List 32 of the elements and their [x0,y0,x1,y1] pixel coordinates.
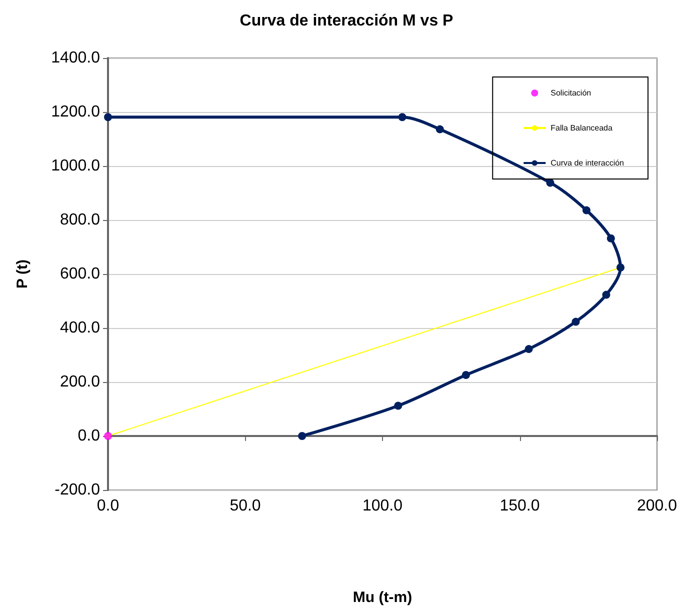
y-tick-label: 1000.0 [51,158,100,174]
x-tick-label: 50.0 [230,498,261,514]
y-tick-label: 1200.0 [51,104,100,120]
x-axis-title: Mu (t-m) [352,589,412,606]
point [398,113,406,122]
y-tick-label: -200.0 [54,482,100,498]
point [582,206,590,214]
y-tick-label: 600.0 [60,266,100,282]
y-tick-label: 800.0 [60,212,100,228]
y-axis-title: P (t) [14,260,31,288]
legend-label: Solicitación [550,88,592,98]
legend-label: Curva de interacción [550,158,624,168]
x-tick-label: 100.0 [362,498,403,514]
point [104,113,112,122]
x-tick-label: 200.0 [636,498,678,514]
x-tick-label: 150.0 [500,498,540,514]
point [524,345,533,354]
point [602,290,610,299]
point [572,318,580,326]
y-tick-label: 0.0 [78,428,100,444]
y-tick-label: 200.0 [60,374,100,390]
point [462,370,470,379]
legend-label: Falla Balanceada [550,124,613,132]
point [394,402,402,410]
point [546,178,554,187]
point [436,125,444,134]
chart-title: Curva de interacción M vs P [240,12,454,30]
y-tick-label: 1400.0 [51,50,100,66]
point [606,234,615,242]
point [298,432,306,440]
x-tick-label: 0.0 [96,498,120,514]
y-tick-label: 400.0 [60,320,100,336]
